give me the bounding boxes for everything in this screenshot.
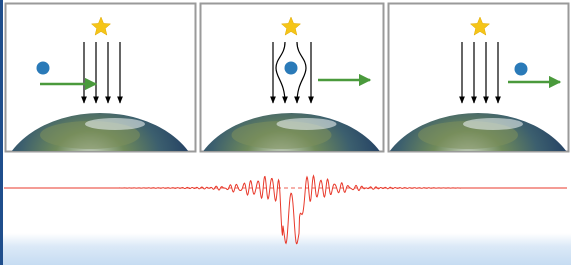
page: (() => { const data = JSON.parse(documen…	[0, 0, 571, 265]
lens-object	[285, 62, 298, 75]
lensing-diagram	[0, 0, 571, 265]
earth-cloud	[277, 118, 337, 130]
left-bar	[0, 0, 3, 265]
lens-object	[37, 62, 50, 75]
earth-cloud	[463, 118, 523, 130]
lens-object	[515, 63, 528, 76]
earth-cloud	[85, 118, 145, 130]
